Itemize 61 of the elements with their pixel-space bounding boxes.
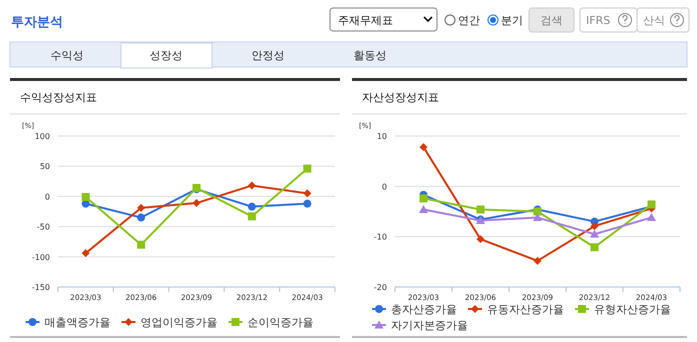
- legend-item: 유형자산증가율: [575, 303, 671, 316]
- point: [590, 230, 599, 238]
- y-tick-label: 50: [40, 162, 50, 172]
- legend-label: 순이익증가율: [248, 316, 314, 329]
- y-tick-label: 0: [44, 192, 50, 202]
- y-tick-label: -20: [374, 283, 387, 292]
- y-tick-label: 10: [376, 132, 387, 141]
- point: [590, 222, 598, 230]
- y-tick-label: -100: [32, 252, 50, 262]
- legend-item: 유동자산증가율: [468, 303, 564, 316]
- point: [137, 240, 146, 249]
- text: 투자분석: [11, 15, 63, 30]
- legend-label: 총자산증가율: [391, 303, 457, 316]
- text: 주재무제표: [338, 14, 393, 27]
- legend-label: 영업이익증가율: [140, 316, 218, 329]
- legend-label: 유형자산증가율: [594, 303, 671, 316]
- text: 안정성: [252, 49, 284, 62]
- legend-label: 유동자산증가율: [487, 303, 564, 316]
- point: [137, 204, 146, 212]
- text: 성장성: [150, 49, 182, 62]
- point: [533, 213, 542, 222]
- point: [248, 182, 256, 190]
- chart-title: 수익성장성지표: [20, 91, 97, 104]
- point: [534, 208, 542, 216]
- legend-label: 매출액증가율: [44, 316, 110, 329]
- text: IFRS: [586, 14, 610, 27]
- point: [590, 243, 598, 252]
- y-tick-label: -50: [36, 222, 50, 232]
- point: [303, 189, 312, 198]
- point: [303, 164, 312, 173]
- point: [419, 204, 428, 213]
- text: 연간: [458, 14, 480, 27]
- chart-title: 자산성장성지표: [362, 91, 439, 104]
- point: [137, 214, 146, 222]
- legend-item: 영업이익증가율: [122, 316, 218, 329]
- legend-item: 매출액증가율: [26, 316, 110, 329]
- text: 수익성: [50, 49, 84, 62]
- point: [647, 213, 656, 222]
- point: [82, 249, 90, 258]
- text: 검색: [540, 14, 562, 27]
- legend-item: 총자산증가율: [372, 303, 457, 316]
- point: [420, 143, 428, 152]
- point: [534, 256, 542, 265]
- y-tick-label: 0: [382, 182, 387, 192]
- point: [476, 235, 484, 244]
- point: [192, 199, 200, 208]
- text: 산식: [643, 14, 665, 27]
- legend-label: 자기자본증가율: [391, 319, 468, 332]
- point: [248, 212, 256, 220]
- point: [248, 202, 256, 211]
- point: [303, 200, 312, 208]
- y-tick-label: -150: [32, 283, 50, 292]
- point: [82, 193, 90, 202]
- point: [476, 205, 484, 214]
- y-tick-label: -10: [374, 232, 387, 242]
- text: 분기: [501, 14, 523, 27]
- y-tick-label: 100: [34, 132, 50, 141]
- point: [420, 194, 428, 202]
- legend-item: 순이익증가율: [228, 316, 314, 329]
- text: 활동성: [354, 49, 386, 62]
- legend-item: 자기자본증가율: [372, 319, 468, 332]
